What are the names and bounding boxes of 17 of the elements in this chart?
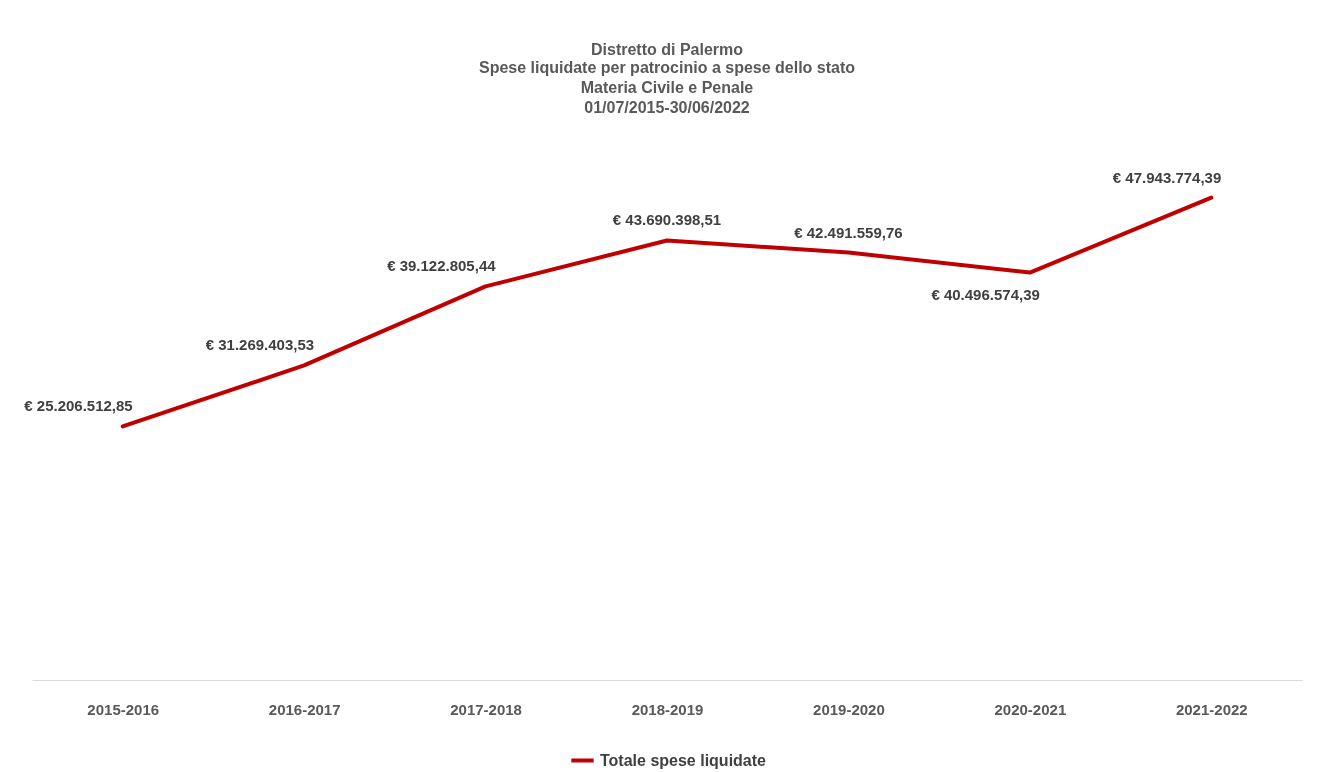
data-label: € 47.943.774,39: [1112, 168, 1222, 186]
data-label: € 25.206.512,85: [24, 397, 133, 415]
x-tick-label: 2021-2022: [1175, 700, 1248, 718]
data-label: € 42.491.559,76: [794, 223, 903, 241]
data-label: € 31.269.403,53: [205, 336, 315, 354]
legend-label: Totale spese liquidate: [600, 751, 767, 769]
x-tick-label: 2018-2019: [631, 700, 704, 718]
x-tick-label: 2019-2020: [813, 700, 885, 718]
data-label: € 40.496.574,39: [931, 285, 1040, 303]
x-tick-label: 2017-2018: [450, 700, 522, 718]
data-label: € 39.122.805,44: [387, 257, 497, 275]
x-tick-label: 2015-2016: [87, 700, 160, 718]
x-tick-label: 2020-2021: [994, 700, 1067, 718]
chart-subtitle: Spese liquidate per patrocinio a spese dello stato Materia Civile e Penale 01/07/2015-30/06/2022: [478, 58, 856, 116]
data-label: € 43.690.398,51: [612, 211, 722, 229]
chart-title: Distretto di Palermo: [590, 40, 744, 58]
x-tick-label: 2016-2017: [268, 700, 341, 718]
